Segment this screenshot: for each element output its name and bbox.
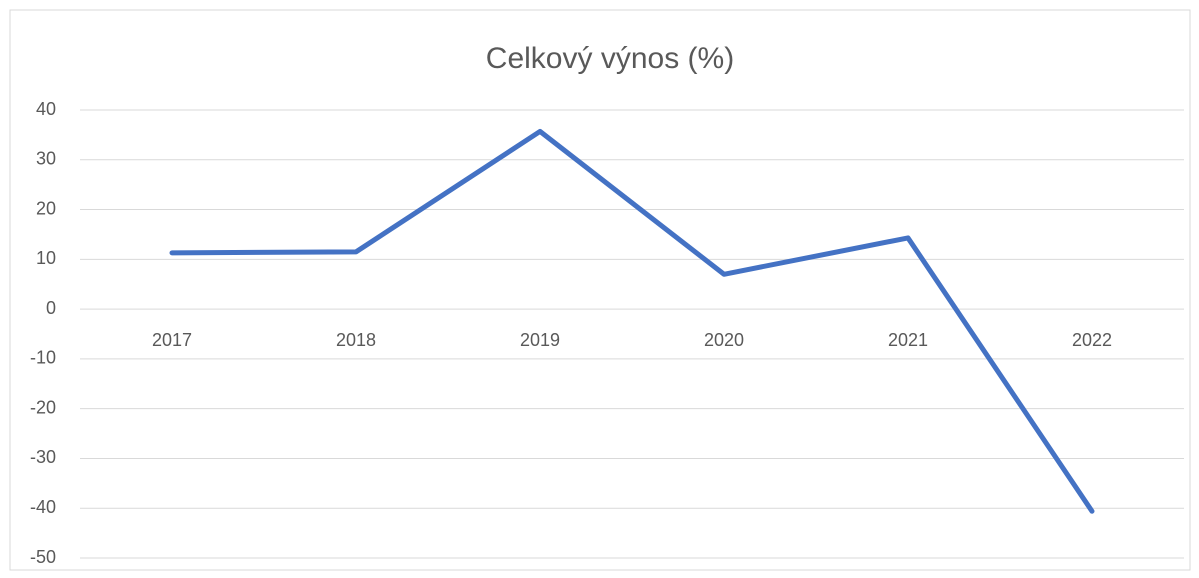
y-tick-label: -10	[30, 348, 56, 368]
y-tick-label: -30	[30, 447, 56, 467]
x-tick-label: 2020	[704, 330, 744, 350]
y-tick-label: 10	[36, 248, 56, 268]
y-tick-label: 30	[36, 149, 56, 169]
y-tick-label: 20	[36, 198, 56, 218]
y-tick-label: -50	[30, 547, 56, 567]
x-tick-label: 2021	[888, 330, 928, 350]
x-tick-label: 2019	[520, 330, 560, 350]
x-tick-label: 2022	[1072, 330, 1112, 350]
x-tick-label: 2018	[336, 330, 376, 350]
y-tick-label: -20	[30, 397, 56, 417]
chart-border	[9, 9, 1191, 571]
line-series	[169, 128, 1095, 514]
y-tick-label: 40	[36, 99, 56, 119]
chart-title: Celkový výnos (%)	[486, 42, 734, 75]
y-tick-label: -40	[30, 497, 56, 517]
x-tick-label: 2017	[152, 330, 192, 350]
y-tick-label: 0	[46, 298, 56, 318]
